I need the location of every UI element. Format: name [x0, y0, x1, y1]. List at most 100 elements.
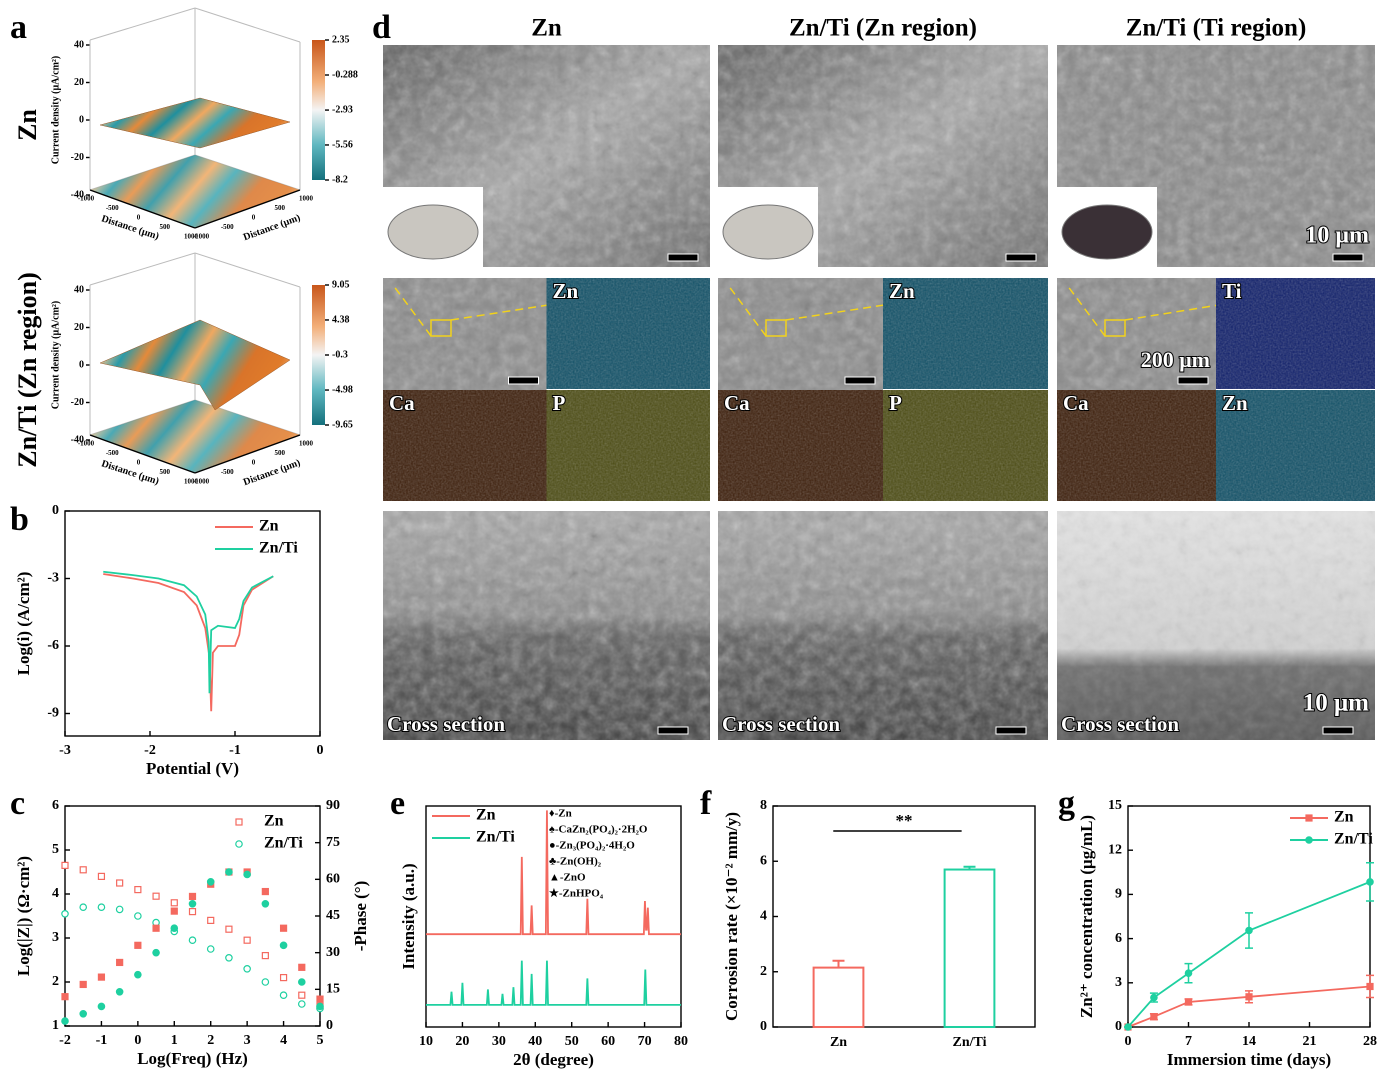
- annotation: ♠-CaZn₂(PO₄)₂·2H₂O: [549, 824, 648, 836]
- colorbar-tick-label: -5.56: [332, 139, 353, 150]
- panel-letter: c: [10, 785, 25, 822]
- cross-section-label: Cross section: [1061, 712, 1179, 736]
- data-point: [62, 911, 68, 917]
- data-point: [190, 909, 196, 915]
- distance-tick-label: 500: [275, 204, 286, 212]
- y2-tick-label: 45: [326, 908, 340, 923]
- x-axis-label: Immersion time (days): [1167, 1050, 1331, 1069]
- x-tick-label: Zn: [830, 1035, 847, 1050]
- y-tick-label: 4: [52, 886, 59, 901]
- data-point: [80, 867, 86, 873]
- y-axis-label: Zn²⁺ concentration (μg/mL): [1077, 815, 1096, 1018]
- sem-texture: [383, 278, 547, 390]
- panel-letter: e: [390, 785, 405, 822]
- y-tick-label: 3: [52, 930, 59, 945]
- x-tick-label: 4: [280, 1033, 287, 1048]
- data-point: [262, 979, 268, 985]
- scale-label: 200 μm: [1141, 347, 1210, 372]
- column-title: Zn/Ti (Ti region): [1126, 15, 1307, 42]
- eds-element-label: Zn: [889, 279, 915, 303]
- panel-letter: a: [10, 9, 27, 46]
- y2-tick-label: 30: [326, 945, 340, 960]
- y2-tick-label: 60: [326, 872, 340, 887]
- eds-element-label: Ca: [1063, 391, 1089, 415]
- scale-bar: [1178, 377, 1208, 384]
- row-label: Zn/Ti (Zn region): [13, 272, 42, 468]
- y-tick-label: 0: [760, 1019, 767, 1034]
- data-point: [299, 992, 305, 998]
- scale-label: 10 μm: [1303, 690, 1369, 717]
- data-point: [1246, 994, 1252, 1000]
- eds-texture: [547, 390, 711, 501]
- error-bar: [833, 961, 845, 968]
- colorbar-tick-label: -9.65: [332, 419, 353, 430]
- sample-disc: [723, 205, 813, 259]
- y2-axis-label: -Phase (°): [351, 881, 370, 952]
- scale-bar: [1323, 727, 1353, 734]
- legend-label: Zn: [476, 807, 496, 824]
- data-line: [426, 961, 681, 1005]
- x-tick-label: 2: [207, 1033, 214, 1048]
- colorbar-tick-label: -8.2: [332, 174, 348, 185]
- cross-section-label: Cross section: [387, 712, 505, 736]
- colorbar-tick-label: 4.38: [332, 314, 350, 325]
- data-point: [280, 942, 286, 948]
- z-axis-label: Current density (μA/cm²): [50, 301, 61, 409]
- y-tick-label: 12: [1108, 842, 1122, 857]
- data-point: [62, 862, 68, 868]
- annotation: ♦-Zn: [549, 808, 572, 820]
- distance-tick-label: 1000: [299, 440, 314, 448]
- data-point: [317, 1003, 323, 1009]
- x-tick-label: 80: [674, 1034, 688, 1049]
- colorbar-tick-label: 9.05: [332, 279, 350, 290]
- data-point: [317, 996, 323, 1002]
- scale-bar: [845, 377, 875, 384]
- distance-tick-label: -500: [106, 204, 119, 212]
- distance-tick-label: 0: [252, 214, 256, 222]
- distance-tick-label: 0: [137, 214, 141, 222]
- cross-section-label: Cross section: [722, 712, 840, 736]
- x-axis-label: Distance (μm): [100, 458, 160, 487]
- data-point: [153, 893, 159, 899]
- scale-bar: [668, 254, 698, 261]
- y-tick-label: 5: [52, 842, 59, 857]
- distance-tick-label: 500: [160, 223, 171, 231]
- data-line: [1128, 882, 1370, 1027]
- data-point: [244, 871, 250, 877]
- panel-letter: b: [10, 501, 29, 538]
- distance-tick-label: 500: [160, 468, 171, 476]
- scale-bar: [1006, 254, 1036, 261]
- x-tick-label: 0: [134, 1033, 141, 1048]
- y-tick-label: 3: [1115, 975, 1122, 990]
- data-point: [226, 869, 232, 875]
- y-tick-label: 9: [1115, 887, 1122, 902]
- distance-tick-label: -500: [106, 449, 119, 457]
- y-tick-label: 6: [760, 853, 767, 868]
- data-point: [98, 1003, 104, 1009]
- bar: [945, 870, 995, 1027]
- data-point: [171, 925, 177, 931]
- y-tick-label: 0: [1115, 1019, 1122, 1034]
- x-tick-label: 7: [1185, 1034, 1192, 1049]
- legend-label: Zn: [1334, 809, 1354, 826]
- y-axis-label: Intensity (a.u.): [399, 863, 418, 969]
- z-tick-label: -20: [71, 152, 84, 163]
- colorbar-tick-label: -0.3: [332, 349, 348, 360]
- distance-tick-label: -1000: [78, 195, 95, 203]
- data-point: [1186, 999, 1192, 1005]
- data-point: [116, 906, 122, 912]
- x-axis-label: Potential (V): [146, 759, 239, 778]
- x-tick-label: 21: [1303, 1034, 1317, 1049]
- scale-label: 10 μm: [1305, 223, 1369, 249]
- legend-label: Zn: [259, 518, 279, 535]
- column-title: Zn: [531, 15, 562, 42]
- z-tick-label: 0: [79, 359, 84, 370]
- data-point: [262, 889, 268, 895]
- y-axis-label: Log(i) (A/cm²): [14, 572, 33, 676]
- scale-bar: [658, 727, 688, 734]
- legend-label: Zn: [264, 813, 284, 830]
- data-point: [262, 953, 268, 959]
- legend-label: Zn/Ti: [476, 829, 515, 846]
- y-tick-label: -6: [47, 638, 59, 653]
- data-point: [80, 981, 86, 987]
